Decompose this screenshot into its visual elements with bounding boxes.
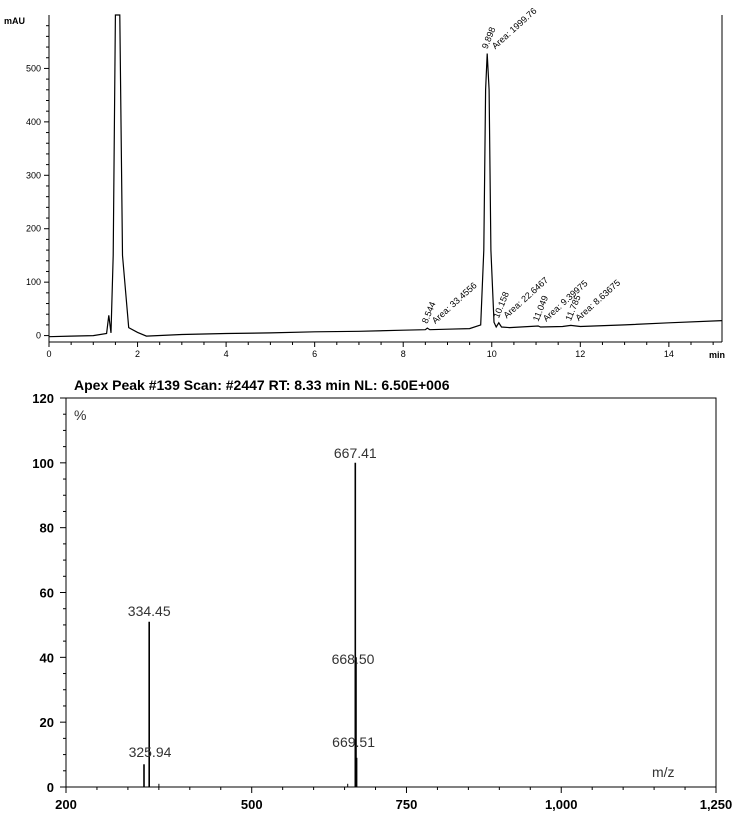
chromatogram-peak-area: Area: 33.4556 bbox=[430, 280, 479, 325]
chromatogram-y-tick-label: 400 bbox=[26, 117, 41, 127]
chromatogram-trace bbox=[48, 14, 723, 338]
mass-spectrum-peak-label: 668.50 bbox=[332, 651, 375, 667]
chromatogram-x-tick-label: 12 bbox=[575, 349, 585, 359]
mass-spectrum-x-tick-label: 200 bbox=[55, 797, 77, 812]
chromatogram-x-tick-label: 4 bbox=[224, 349, 229, 359]
chromatogram-x-tick-label: 6 bbox=[312, 349, 317, 359]
mass-spectrum-peak-label: 669.51 bbox=[332, 734, 375, 750]
chromatogram-ticks: 0 2 4 6 8 10 12 14 0 100 200 300 400 500 bbox=[26, 25, 714, 359]
chromatogram-y-tick-label: 300 bbox=[26, 170, 41, 180]
mass-spectrum-x-tick-label: 1,250 bbox=[700, 797, 733, 812]
chromatogram-y-tick-label: 200 bbox=[26, 224, 41, 234]
chromatogram-y-axis-label: mAU bbox=[4, 16, 25, 26]
chromatogram-y-tick-label: 500 bbox=[26, 63, 41, 73]
mass-spectrum-plot-frame bbox=[65, 397, 717, 788]
mass-spectrum-y-tick-label: 20 bbox=[40, 715, 54, 730]
mass-spectrum-title: Apex Peak #139 Scan: #2447 RT: 8.33 min … bbox=[74, 377, 450, 393]
chromatogram-x-axis-label: min bbox=[709, 350, 725, 360]
mass-spectrum-y-tick-label: 40 bbox=[40, 650, 54, 665]
mass-spectrum-x-tick-label: 500 bbox=[241, 797, 263, 812]
chromatogram-chart: 0 2 4 6 8 10 12 14 0 100 200 300 400 500 mAU min 8.54… bbox=[4, 6, 725, 360]
peak-area-label: Area: 33.4556 bbox=[430, 280, 479, 325]
chromatogram-x-tick-label: 8 bbox=[401, 349, 406, 359]
mass-spectrum-ticks: 0 20 40 60 80 100 120 200 500 750 1,000 1,250 bbox=[32, 391, 732, 812]
mass-spectrum-y-tick-label: 80 bbox=[40, 521, 54, 536]
mass-spectrum-x-axis-label: m/z bbox=[652, 764, 675, 780]
chromatogram-x-tick-label: 14 bbox=[664, 349, 674, 359]
mass-spectrum-peak-label: 667.41 bbox=[334, 445, 377, 461]
mass-spectrum-y-tick-label: 60 bbox=[40, 586, 54, 601]
mass-spectrum-peaks: 325.94 334.45 667.41 668.50 669.51 bbox=[128, 445, 377, 787]
chromatogram-peak-area: Area: 1999.76 bbox=[490, 6, 539, 51]
peak-area-label: Area: 1999.76 bbox=[490, 6, 539, 51]
mass-spectrum-y-tick-label: 0 bbox=[47, 780, 54, 795]
chromatogram-x-tick-label: 10 bbox=[487, 349, 497, 359]
chromatogram-x-tick-label: 2 bbox=[135, 349, 140, 359]
mass-spectrum-chart: Apex Peak #139 Scan: #2447 RT: 8.33 min … bbox=[32, 377, 732, 812]
chromatogram-y-tick-label: 0 bbox=[36, 331, 41, 341]
mass-spectrum-peak-label: 334.45 bbox=[128, 603, 171, 619]
chromatogram-y-tick-label: 100 bbox=[26, 277, 41, 287]
mass-spectrum-y-tick-label: 120 bbox=[32, 391, 54, 406]
mass-spectrum-x-tick-label: 1,000 bbox=[545, 797, 578, 812]
mass-spectrum-x-tick-label: 750 bbox=[396, 797, 418, 812]
mass-spectrum-y-axis-label: % bbox=[74, 407, 86, 423]
mass-spectrum-y-tick-label: 100 bbox=[32, 456, 54, 471]
chromatogram-x-tick-label: 0 bbox=[46, 349, 51, 359]
mass-spectrum-peak-label: 325.94 bbox=[129, 744, 172, 760]
